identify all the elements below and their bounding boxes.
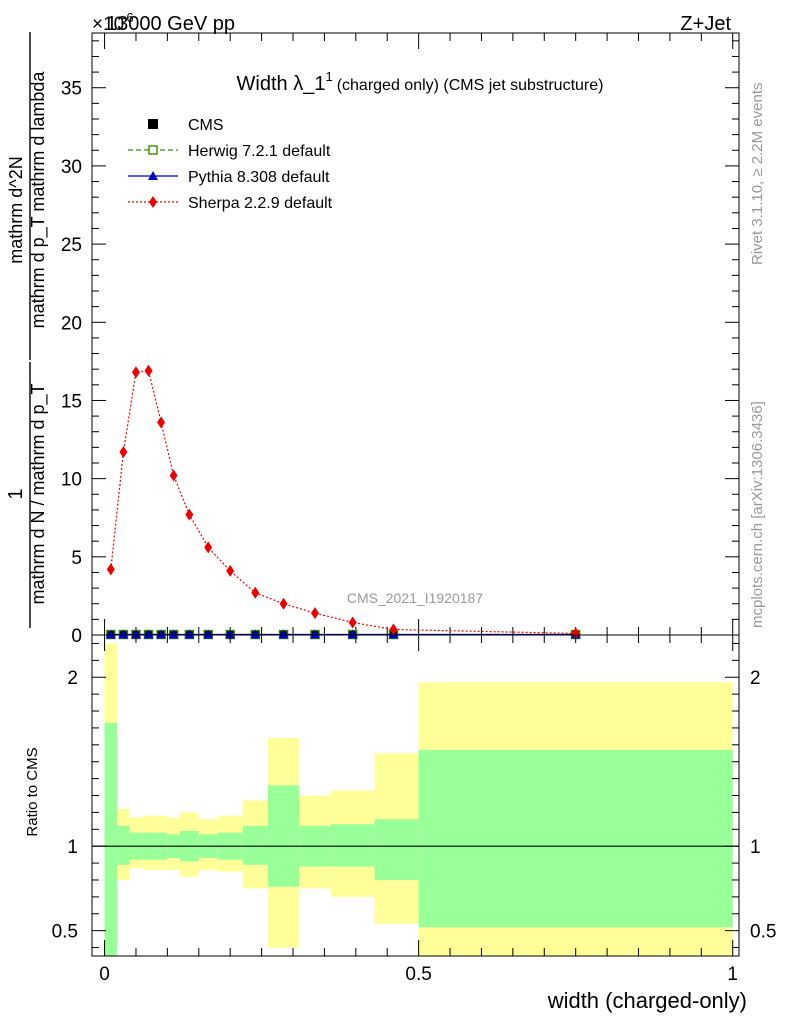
- exponent-sup: -6: [122, 10, 134, 25]
- point-sherpa: [185, 508, 194, 521]
- point-pythia: [143, 629, 154, 639]
- ratio-band-inner: [330, 824, 375, 867]
- point-pythia: [225, 629, 236, 639]
- ratio-ytick-label-right: 2: [750, 668, 761, 689]
- point-sherpa: [310, 607, 319, 620]
- main-ytick-label: 20: [61, 313, 82, 334]
- main-ytick-label: 10: [61, 470, 82, 491]
- point-pythia: [309, 629, 320, 639]
- legend-marker-pythia: [148, 171, 158, 180]
- ratio-ytick-label-right: 0.5: [750, 922, 776, 943]
- point-sherpa: [251, 586, 260, 599]
- main-ytick-label: 0: [71, 626, 82, 647]
- ratio-bands: [92, 643, 739, 956]
- svg-text:Width λ_11(charged only) (CMS: Width λ_11 (charged only) (CMS jet substr…: [237, 69, 604, 95]
- point-sherpa: [169, 469, 178, 482]
- ratio-band-inner: [242, 825, 268, 865]
- ylabel-numerator: 1: [5, 488, 27, 499]
- main-ytick-label: 35: [61, 79, 82, 100]
- main-panel: 0 5 10 15 20 25 30 35 CMS_2021_I1920187 CMS Herw…: [61, 32, 740, 647]
- point-pythia: [250, 629, 261, 639]
- ratio-frame: [91, 634, 740, 957]
- point-sherpa: [348, 616, 357, 629]
- plot-title: Width λ_11 (charged only) (CMS jet substr…: [237, 69, 604, 95]
- ratio-band-inner: [104, 722, 118, 956]
- legend-label-pythia: Pythia 8.308 default: [188, 169, 330, 186]
- point-sherpa: [119, 446, 128, 459]
- ylabel-denominator-2: mathrm d p_T mathrm d lambda: [28, 71, 49, 329]
- main-ytick-label: 5: [71, 548, 82, 569]
- ratio-band-inner: [374, 819, 419, 880]
- mcplots-label: mcplots.cern.ch [arXiv:1306.3436]: [749, 401, 766, 628]
- ylabel-numerator-2: mathrm d^2N: [6, 156, 26, 263]
- main-ylabel: 1 mathrm d N / mathrm d p_T mathrm d^2N …: [5, 32, 49, 628]
- exponent-label: ×10: [92, 14, 124, 35]
- point-sherpa: [571, 627, 580, 640]
- legend-marker-herwig: [148, 145, 158, 155]
- point-sherpa: [279, 597, 288, 610]
- ratio-ticks: 0.5 0.5 1 1 2 2 0 0.5 1: [52, 635, 776, 985]
- main-series: [105, 364, 581, 640]
- main-ytick-label: 25: [61, 235, 82, 256]
- legend-marker-cms: [148, 119, 158, 129]
- point-sherpa: [226, 564, 235, 577]
- ratio-ytick-label: 1: [67, 837, 78, 858]
- legend-label-herwig: Herwig 7.2.1 default: [188, 143, 331, 160]
- energy-label: 13000 GeV pp: [106, 13, 235, 35]
- ratio-band-inner: [117, 825, 130, 865]
- point-pythia: [184, 629, 195, 639]
- rivet-label: Rivet 3.1.10, ≥ 2.2M events: [749, 83, 766, 266]
- point-sherpa: [106, 563, 115, 576]
- title-subtitle: (charged only) (CMS jet substructure): [337, 77, 604, 94]
- ratio-ytick-label: 0.5: [52, 922, 78, 943]
- point-pythia: [118, 629, 129, 639]
- point-pythia: [347, 629, 358, 639]
- title-main: Width λ_1: [237, 73, 326, 95]
- point-sherpa: [157, 416, 166, 429]
- legend: CMS Herwig 7.2.1 default Pythia 8.308 defa…: [128, 117, 333, 212]
- watermark: CMS_2021_I1920187: [347, 590, 483, 606]
- point-sherpa: [131, 366, 140, 379]
- ratio-ytick-label-right: 1: [750, 837, 761, 858]
- xaxis-label: width (charged-only): [547, 988, 747, 1013]
- ratio-panel: 0.5 0.5 1 1 2 2 0 0.5 1: [52, 634, 776, 985]
- ratio-xtick-label: 1: [727, 964, 738, 985]
- legend-label-sherpa: Sherpa 2.2.9 default: [188, 195, 333, 212]
- ratio-ytick-label: 2: [67, 668, 78, 689]
- point-pythia: [130, 629, 141, 639]
- ratio-xtick-label: 0: [99, 964, 110, 985]
- legend-marker-sherpa: [149, 196, 157, 208]
- point-pythia: [105, 629, 116, 639]
- point-sherpa: [389, 623, 398, 636]
- ylabel-denominator: mathrm d N / mathrm d p_T: [28, 383, 49, 604]
- process-label: Z+Jet: [680, 13, 731, 35]
- main-ticks: 0 5 10 15 20 25 30 35: [61, 33, 739, 647]
- point-pythia: [203, 629, 214, 639]
- point-pythia: [168, 629, 179, 639]
- point-pythia: [278, 629, 289, 639]
- main-ytick-label: 15: [61, 391, 82, 412]
- legend-label-cms: CMS: [188, 117, 224, 134]
- ratio-band-inner: [418, 749, 733, 928]
- ratio-band-inner: [267, 785, 300, 887]
- ratio-xtick-label: 0.5: [405, 964, 431, 985]
- point-sherpa: [144, 364, 153, 377]
- main-ytick-label: 30: [61, 157, 82, 178]
- series-line-sherpa: [110, 370, 576, 635]
- ratio-ylabel: Ratio to CMS: [24, 747, 41, 836]
- point-sherpa: [204, 541, 213, 554]
- title-sup: 1: [325, 69, 332, 84]
- point-pythia: [156, 629, 167, 639]
